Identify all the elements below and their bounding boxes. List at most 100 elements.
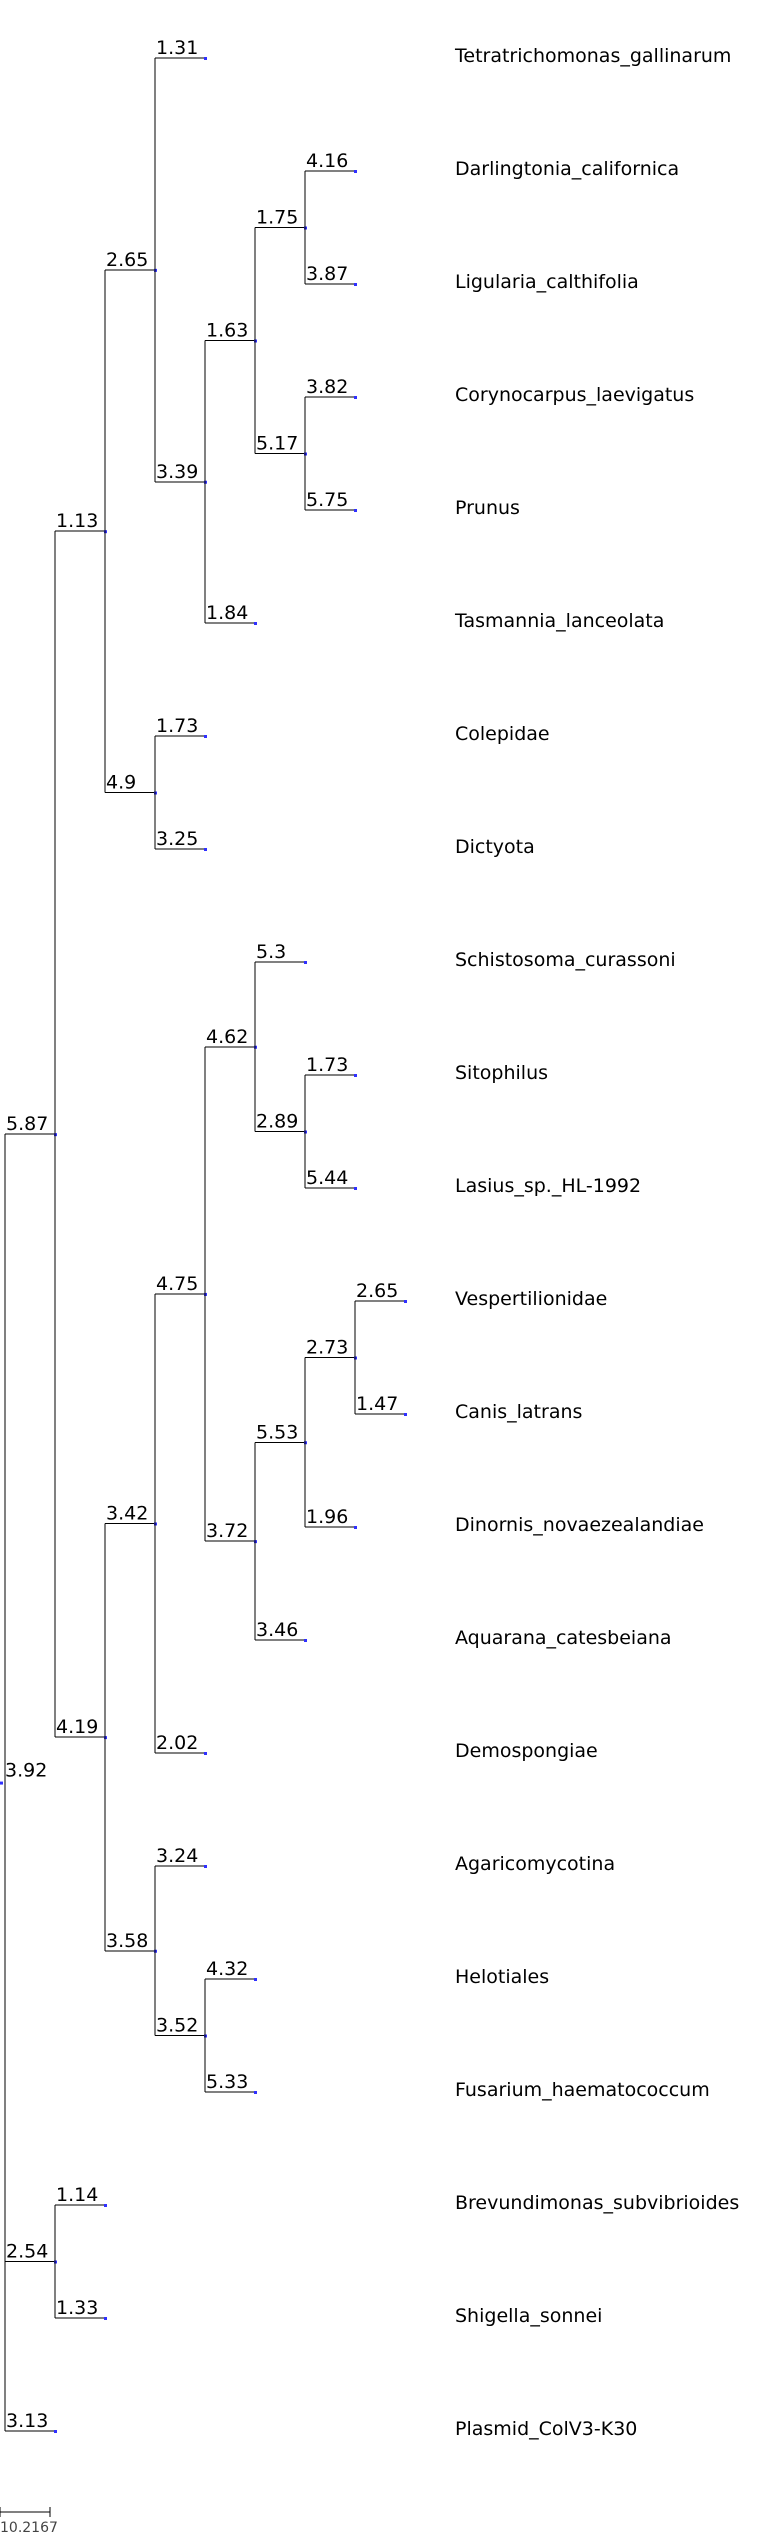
- node-dot: [354, 1187, 357, 1190]
- branch-length-label: 3.52: [156, 2015, 198, 2037]
- branch-length-label: 1.13: [56, 510, 98, 532]
- node-dot: [204, 848, 207, 851]
- node-dot: [354, 283, 357, 286]
- leaf-branch: 1.47 Canis_latrans: [355, 1393, 582, 1423]
- clade: 5.53: [255, 1357, 307, 1527]
- leaf-label: Canis_latrans: [455, 1401, 582, 1423]
- clade: 2.73: [305, 1301, 357, 1414]
- leaf-branch: 1.31 Tetratrichomonas_gallinarum: [155, 37, 731, 67]
- clade: 3.58: [105, 1866, 157, 2036]
- clade: 3.39: [155, 340, 207, 623]
- node-dot: [354, 170, 357, 173]
- node-dot: [204, 1752, 207, 1755]
- leaf-branch: 1.14 Brevundimonas_subvibrioides: [55, 2184, 739, 2214]
- clade: 1.75: [255, 171, 307, 284]
- leaf-branch: 3.13 Plasmid_ColV3-K30: [5, 2410, 637, 2440]
- clade: 1.13: [55, 269, 107, 793]
- node-dot: [54, 2430, 57, 2433]
- leaf-branch: 3.25 Dictyota: [155, 828, 535, 858]
- branch-length-label: 3.87: [306, 263, 348, 285]
- branch-length-label: 2.89: [256, 1111, 298, 1133]
- leaf-branch: 2.65 Vespertilionidae: [355, 1280, 607, 1310]
- branch-length-label: 5.17: [256, 433, 298, 455]
- leaf-label: Sitophilus: [455, 1062, 548, 1084]
- leaf-label: Lasius_sp._HL-1992: [455, 1175, 641, 1197]
- leaf-branch: 4.16 Darlingtonia_californica: [305, 150, 679, 180]
- clade: 1.63: [205, 227, 257, 454]
- branch-length-label: 1.73: [156, 715, 198, 737]
- branch-length-label: 4.19: [56, 1716, 98, 1738]
- branch-length-label: 4.62: [206, 1026, 248, 1048]
- branch-length-label: 3.13: [6, 2410, 48, 2432]
- leaf-branch: 2.02 Demospongiae: [155, 1732, 598, 1762]
- leaf-label: Colepidae: [455, 723, 550, 745]
- leaf-branch: 1.96 Dinornis_novaezealandiae: [305, 1506, 704, 1536]
- leaf-branch: 3.82 Corynocarpus_laevigatus: [305, 376, 694, 406]
- leaf-branch: 1.73 Colepidae: [155, 715, 550, 745]
- branch-length-label: 1.33: [56, 2297, 98, 2319]
- leaf-label: Dictyota: [455, 836, 535, 858]
- node-dot: [204, 57, 207, 60]
- branch-length-label: 5.3: [256, 941, 286, 963]
- clade: 4.75: [155, 1046, 207, 1542]
- branch-length-label: 1.84: [206, 602, 248, 624]
- node-dot: [354, 1526, 357, 1529]
- leaf-branch: 3.46 Aquarana_catesbeiana: [255, 1619, 672, 1649]
- branch-length-label: 2.65: [356, 1280, 398, 1302]
- leaf-branch: 5.33 Fusarium_haematococcum: [205, 2071, 710, 2101]
- branch-length-label: 2.54: [6, 2241, 48, 2263]
- root-dot: [0, 1781, 3, 1785]
- leaf-label: Aquarana_catesbeiana: [455, 1627, 672, 1649]
- branch-length-label: 5.87: [6, 1113, 48, 1135]
- clade: 5.87: [5, 531, 57, 1738]
- clade: 2.89: [255, 1075, 307, 1188]
- branch-length-label: 1.47: [356, 1393, 398, 1415]
- node-dot: [254, 2091, 257, 2094]
- scale-bar: 10.2167: [0, 2507, 58, 2536]
- clade: 4.62: [205, 962, 257, 1132]
- clade: 4.9: [105, 736, 157, 849]
- leaf-branch: 4.32 Helotiales: [205, 1958, 549, 1988]
- branch-length-label: 2.65: [106, 249, 148, 271]
- clade: 3.72: [205, 1442, 257, 1640]
- leaf-branch: 1.84 Tasmannia_lanceolata: [205, 602, 664, 632]
- leaf-branch: 3.24 Agaricomycotina: [155, 1845, 615, 1875]
- node-dot: [404, 1413, 407, 1416]
- leaf-label: Helotiales: [455, 1966, 549, 1988]
- node-dot: [304, 961, 307, 964]
- node-dot: [304, 1639, 307, 1642]
- leaf-label: Tasmannia_lanceolata: [454, 610, 664, 632]
- node-dot: [104, 2204, 107, 2207]
- leaf-branch: 5.75 Prunus: [305, 489, 520, 519]
- branch-length-label: 2.02: [156, 1732, 198, 1754]
- leaf-label: Demospongiae: [455, 1740, 598, 1762]
- branch-length-label: 1.73: [306, 1054, 348, 1076]
- leaf-branch: 1.33 Shigella_sonnei: [55, 2297, 602, 2327]
- branch-length-label: 4.16: [306, 150, 348, 172]
- clade: 3.52: [155, 1979, 207, 2092]
- leaf-label: Fusarium_haematococcum: [455, 2079, 710, 2101]
- branch-length-label: 3.39: [156, 461, 198, 483]
- branch-length-label: 4.75: [156, 1273, 198, 1295]
- branch-length-label: 4.32: [206, 1958, 248, 1980]
- branch-length-label: 3.24: [156, 1845, 198, 1867]
- branch-length-label: 1.63: [206, 320, 248, 342]
- branch-length-label: 5.75: [306, 489, 348, 511]
- leaf-branch: 5.44 Lasius_sp._HL-1992: [305, 1167, 641, 1197]
- branch-length-label: 4.9: [106, 772, 136, 794]
- leaf-branch: 3.87 Ligularia_calthifolia: [305, 263, 639, 293]
- leaf-branch: 5.3 Schistosoma_curassoni: [255, 941, 676, 971]
- root-branch-length-label: 3.92: [5, 1760, 47, 1782]
- clade: 2.54: [5, 2205, 57, 2318]
- branch-length-label: 1.14: [56, 2184, 98, 2206]
- branch-length-label: 3.46: [256, 1619, 298, 1641]
- branch-length-label: 3.42: [106, 1502, 148, 1524]
- node-dot: [104, 2317, 107, 2320]
- branch-length-label: 3.82: [306, 376, 348, 398]
- clade: 2.65: [105, 58, 157, 482]
- node-dot: [204, 735, 207, 738]
- clade: 5.17: [255, 397, 307, 510]
- branch-length-label: 3.72: [206, 1520, 248, 1542]
- leaf-label: Dinornis_novaezealandiae: [455, 1514, 704, 1536]
